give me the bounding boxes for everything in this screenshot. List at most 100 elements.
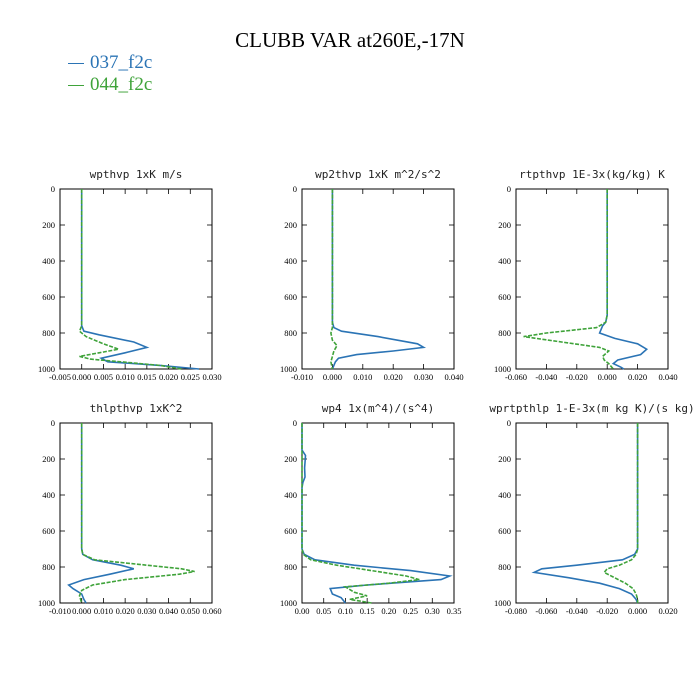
y-tick-label: 600 bbox=[498, 526, 511, 536]
y-tick-label: 800 bbox=[42, 562, 55, 572]
x-tick-label: 0.040 bbox=[444, 372, 463, 382]
panel-title: thlpthvp 1xK^2 bbox=[90, 402, 183, 415]
y-tick-label: 0 bbox=[51, 418, 55, 428]
x-tick-label: -0.040 bbox=[566, 606, 588, 616]
x-tick-label: 0.040 bbox=[658, 372, 677, 382]
x-tick-label: -0.020 bbox=[596, 606, 618, 616]
series-line-1 bbox=[301, 423, 453, 604]
y-tick-label: 800 bbox=[284, 328, 297, 338]
x-tick-label: 0.015 bbox=[137, 372, 156, 382]
y-tick-label: 600 bbox=[42, 292, 55, 302]
y-tick-label: 1000 bbox=[494, 364, 511, 374]
plot-frame bbox=[59, 422, 213, 604]
x-tick-label: 0.030 bbox=[137, 606, 156, 616]
x-tick-label: -0.010 bbox=[49, 606, 71, 616]
x-tick-label: 0.000 bbox=[72, 606, 91, 616]
legend-item-series-2: 044_f2c bbox=[68, 74, 152, 96]
x-tick-label: -0.080 bbox=[505, 606, 527, 616]
legend-label: 037_f2c bbox=[90, 52, 153, 73]
x-tick-label: 0.010 bbox=[94, 606, 113, 616]
panel-title: wp2thvp 1xK m^2/s^2 bbox=[315, 168, 441, 181]
x-tick-label: -0.010 bbox=[291, 372, 313, 382]
y-tick-label: 0 bbox=[507, 418, 511, 428]
x-tick-label: 0.30 bbox=[425, 606, 440, 616]
legend-line-icon bbox=[68, 63, 84, 65]
panel-title: wp4 1x(m^4)/(s^4) bbox=[322, 402, 435, 415]
x-tick-label: 0.010 bbox=[353, 372, 372, 382]
x-tick-label: -0.005 bbox=[49, 372, 71, 382]
x-tick-label: 0.020 bbox=[658, 606, 677, 616]
x-tick-label: 0.10 bbox=[338, 606, 353, 616]
x-tick-label: 0.35 bbox=[447, 606, 462, 616]
y-tick-label: 800 bbox=[42, 328, 55, 338]
series-line-2 bbox=[602, 423, 639, 603]
x-tick-label: 0.030 bbox=[414, 372, 433, 382]
legend-label: 044_f2c bbox=[90, 74, 153, 95]
chart-panel: thlpthvp 1xK^2 -0.010 0.000 0.010 0.020 0.030… bbox=[38, 402, 222, 616]
y-tick-label: 1000 bbox=[494, 598, 511, 608]
y-tick-label: 600 bbox=[284, 526, 297, 536]
y-tick-label: 1000 bbox=[280, 598, 297, 608]
x-tick-label: 0.005 bbox=[94, 372, 113, 382]
y-tick-label: 400 bbox=[42, 256, 55, 266]
x-tick-label: 0.010 bbox=[116, 372, 135, 382]
x-tick-label: 0.040 bbox=[159, 606, 178, 616]
plot-frame bbox=[515, 422, 669, 604]
series-line-2 bbox=[523, 189, 614, 370]
y-tick-label: 200 bbox=[42, 454, 55, 464]
y-tick-label: 200 bbox=[498, 454, 511, 464]
panel-title: wpthvp 1xK m/s bbox=[90, 168, 183, 181]
plot-frame bbox=[59, 188, 213, 370]
y-tick-label: 1000 bbox=[280, 364, 297, 374]
x-tick-label: 0.000 bbox=[628, 606, 647, 616]
series-line-1 bbox=[67, 423, 135, 604]
x-tick-label: 0.00 bbox=[295, 606, 310, 616]
x-tick-label: -0.060 bbox=[535, 606, 557, 616]
y-tick-label: 600 bbox=[284, 292, 297, 302]
legend-item-series-1: 037_f2c bbox=[68, 52, 152, 74]
x-tick-label: -0.020 bbox=[566, 372, 588, 382]
y-tick-label: 400 bbox=[498, 256, 511, 266]
plot-frame bbox=[301, 188, 455, 370]
y-tick-label: 0 bbox=[51, 184, 55, 194]
chart-panel: wprtpthlp 1-E-3x(m kg K)/(s kg) -0.080 -0.… bbox=[489, 402, 694, 616]
panel-title: wprtpthlp 1-E-3x(m kg K)/(s kg) bbox=[489, 402, 694, 415]
x-tick-label: -0.060 bbox=[505, 372, 527, 382]
x-tick-label: 0.20 bbox=[381, 606, 396, 616]
plot-frame bbox=[301, 422, 455, 604]
x-tick-label: 0.05 bbox=[316, 606, 331, 616]
y-tick-label: 400 bbox=[42, 490, 55, 500]
y-tick-label: 600 bbox=[498, 292, 511, 302]
y-tick-label: 200 bbox=[284, 220, 297, 230]
x-tick-label: 0.050 bbox=[181, 606, 200, 616]
x-tick-label: 0.060 bbox=[202, 606, 221, 616]
series-line-1 bbox=[531, 423, 639, 604]
chart-panel: wpthvp 1xK m/s -0.005 0.000 0.005 0.010 0.015… bbox=[38, 168, 222, 382]
legend-line-icon bbox=[68, 85, 84, 87]
y-tick-label: 600 bbox=[42, 526, 55, 536]
figure-title: CLUBB VAR at260E,-17N bbox=[235, 28, 465, 52]
x-tick-label: 0.25 bbox=[403, 606, 418, 616]
x-tick-label: 0.15 bbox=[360, 606, 375, 616]
y-tick-label: 400 bbox=[284, 490, 297, 500]
y-tick-label: 400 bbox=[498, 490, 511, 500]
chart-panel: rtpthvp 1E-3x(kg/kg) K -0.060 -0.040 -0.020… bbox=[494, 168, 678, 382]
y-tick-label: 1000 bbox=[38, 364, 55, 374]
y-tick-label: 200 bbox=[42, 220, 55, 230]
chart-panel: wp2thvp 1xK m^2/s^2 -0.010 0.000 0.010 0.020… bbox=[280, 168, 464, 382]
x-tick-label: 0.030 bbox=[202, 372, 221, 382]
y-tick-label: 200 bbox=[284, 454, 297, 464]
x-tick-label: 0.020 bbox=[159, 372, 178, 382]
series-line-1 bbox=[331, 189, 427, 370]
x-tick-label: 0.000 bbox=[323, 372, 342, 382]
chart-panel: wp4 1x(m^4)/(s^4) 0.00 0.05 0.10 0.15 0.20 0.2… bbox=[280, 402, 461, 616]
x-tick-label: 0.000 bbox=[72, 372, 91, 382]
x-tick-label: 0.020 bbox=[628, 372, 647, 382]
y-tick-label: 0 bbox=[293, 184, 297, 194]
series-line-2 bbox=[78, 423, 195, 604]
series-line-2 bbox=[330, 189, 338, 370]
y-tick-label: 400 bbox=[284, 256, 297, 266]
x-tick-label: 0.000 bbox=[598, 372, 617, 382]
plot-frame bbox=[515, 188, 669, 370]
